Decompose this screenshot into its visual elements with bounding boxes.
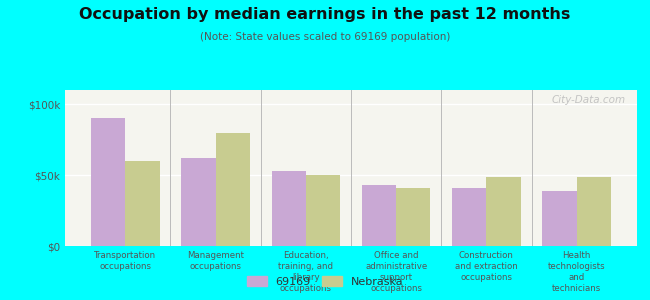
Bar (362, 185, 396, 246)
Bar (216, 133, 250, 246)
Bar (306, 175, 340, 246)
Bar (396, 188, 430, 246)
Bar (125, 161, 160, 246)
Bar (272, 171, 306, 246)
Legend: 69169, Nebraska: 69169, Nebraska (242, 272, 408, 291)
Bar (577, 176, 611, 246)
Text: (Note: State values scaled to 69169 population): (Note: State values scaled to 69169 popu… (200, 32, 450, 41)
Bar (91, 118, 125, 246)
Bar (181, 158, 216, 246)
Bar (542, 191, 577, 246)
Bar (452, 188, 486, 246)
Text: Occupation by median earnings in the past 12 months: Occupation by median earnings in the pas… (79, 8, 571, 22)
Bar (486, 176, 521, 246)
Text: City-Data.com: City-Data.com (551, 95, 625, 105)
